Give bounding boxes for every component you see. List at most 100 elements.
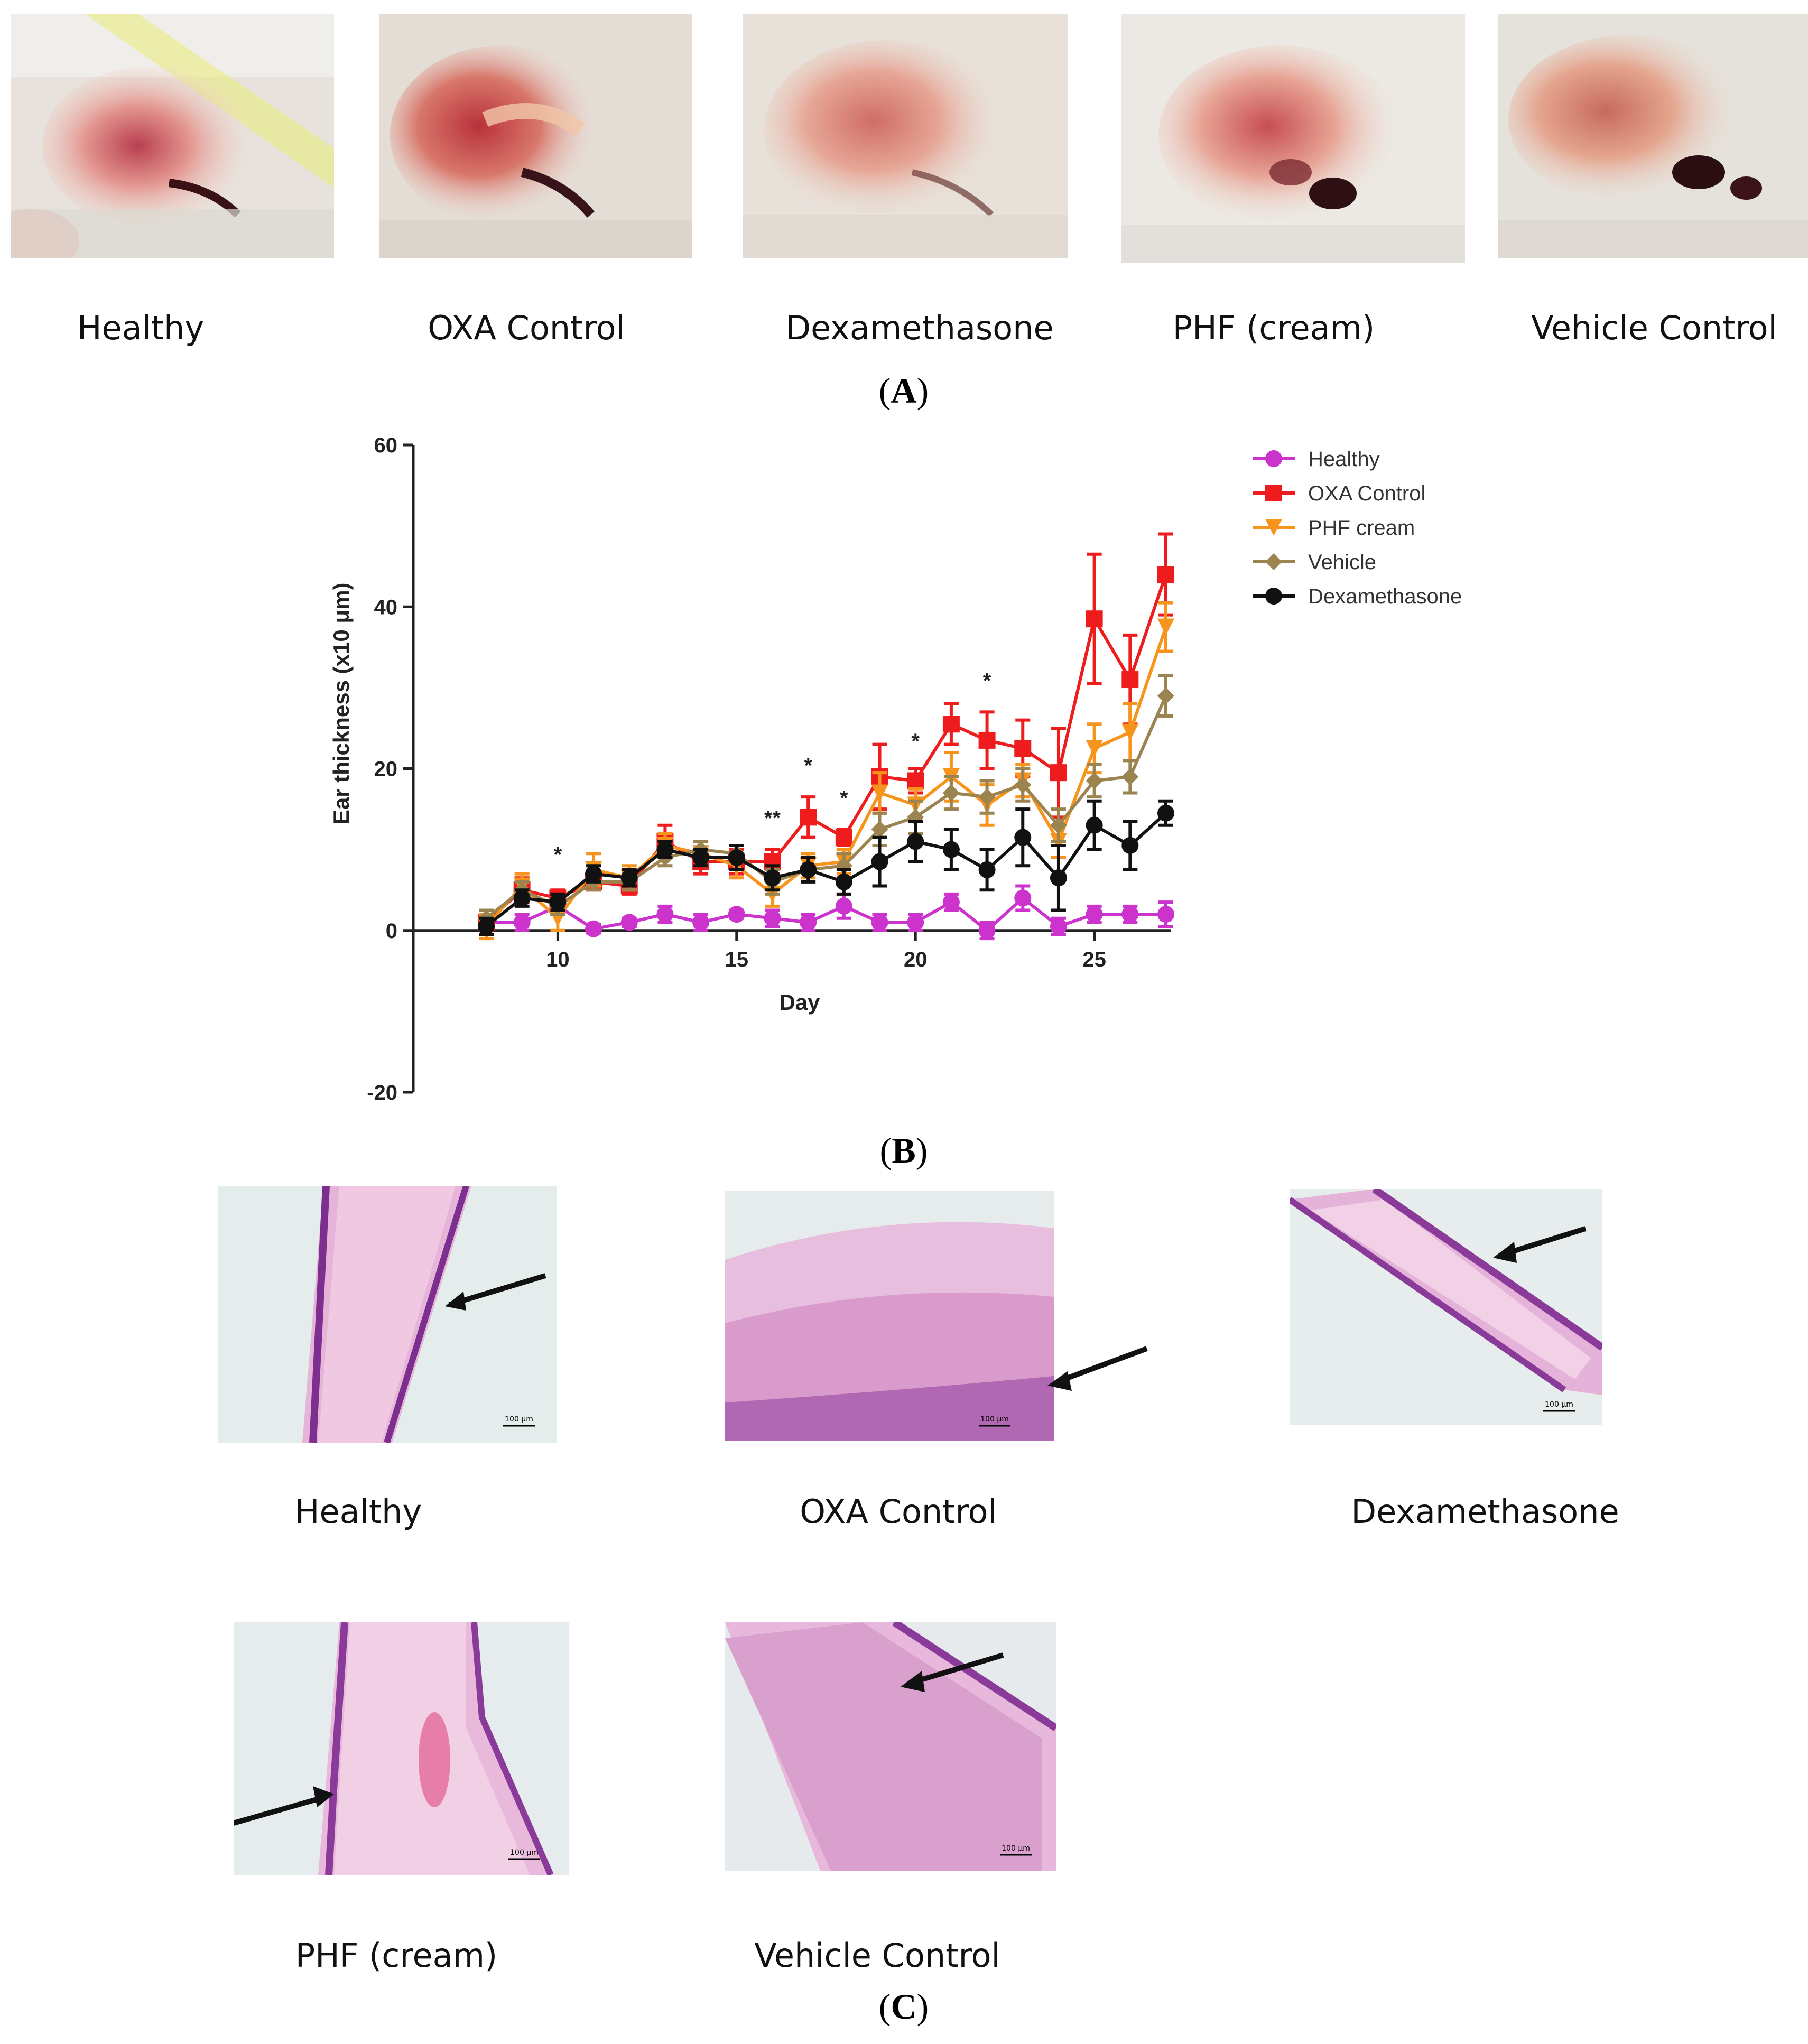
data-point <box>1121 671 1139 689</box>
series-healthy <box>478 884 1174 941</box>
data-point <box>1050 816 1067 834</box>
data-point <box>800 809 817 826</box>
ear-thickness-chart-svg: -20 0 20 40 60 10 15 20 25 Day Ear thickness (x10 … <box>329 434 1462 1104</box>
chart-series-layer <box>478 532 1174 941</box>
data-point <box>764 909 781 927</box>
histology-image-vehicle-control-image: 100 μm <box>725 1622 1056 1871</box>
data-point <box>513 889 531 907</box>
histology-image-phf-cream: 100 μm <box>234 1622 569 1875</box>
legend-swatch-marker <box>1265 450 1282 467</box>
data-point <box>1050 918 1067 935</box>
legend-label: PHF cream <box>1308 516 1415 540</box>
histology-image-dexamethasone: 100 μm <box>1290 1189 1602 1425</box>
legend-label: OXA Control <box>1308 482 1425 505</box>
panel-label-a-letter: A <box>891 370 917 411</box>
histology-caption-dexamethasone: Dexamethasone <box>1351 1492 1619 1531</box>
panel-label-a: (A) <box>878 370 929 411</box>
data-point <box>907 833 924 850</box>
data-point <box>978 861 996 878</box>
data-point <box>1086 816 1103 834</box>
data-point <box>1086 906 1103 923</box>
histology-image-phf-cream-image: 100 μm <box>234 1622 569 1875</box>
histology-image-oxa-control: 100 μm <box>725 1191 1054 1441</box>
x-axis-label: Day <box>779 990 820 1015</box>
histology-caption-oxa-control: OXA Control <box>800 1492 997 1531</box>
ear-photo-oxa-control-image <box>379 14 692 258</box>
x-tick-label: 15 <box>725 948 749 971</box>
data-point <box>800 914 817 931</box>
histology-caption-healthy: Healthy <box>294 1492 422 1531</box>
legend-label: Healthy <box>1308 448 1380 471</box>
data-point <box>1157 566 1174 583</box>
histology-scale-label-healthy: 100 μm <box>505 1415 533 1424</box>
data-point <box>728 906 745 923</box>
histology-image-healthy-image: 100 μm <box>218 1186 557 1443</box>
histology-image-vehicle-control: 100 μm <box>725 1622 1056 1871</box>
y-tick-label: 20 <box>374 758 398 781</box>
data-point <box>871 784 888 802</box>
data-point <box>1086 772 1103 789</box>
y-tick-label: -20 <box>367 1081 397 1104</box>
data-point <box>978 788 996 806</box>
ear-photo-oxa-control <box>379 14 692 258</box>
chart-annotations: ******* <box>554 669 991 866</box>
data-point <box>728 849 745 866</box>
legend-swatch-marker <box>1265 519 1282 536</box>
ear-photo-healthy <box>11 14 334 258</box>
panel-label-c: (C) <box>878 1986 929 2027</box>
data-point <box>871 821 888 838</box>
ear-photo-vehicle-control-image <box>1498 14 1808 258</box>
data-point <box>1050 869 1067 887</box>
histology-image-oxa-control-image: 100 μm <box>725 1191 1054 1441</box>
histology-image-healthy: 100 μm <box>218 1186 557 1443</box>
data-point <box>978 922 996 939</box>
significance-marker: * <box>554 843 562 867</box>
data-point <box>764 869 781 887</box>
data-point <box>1157 906 1174 923</box>
ear-photo-phf-cream-image <box>1121 14 1465 263</box>
data-point <box>1050 764 1067 782</box>
ear-caption-oxa-control: OXA Control <box>428 309 625 347</box>
data-point <box>942 784 960 802</box>
data-point <box>835 829 852 846</box>
x-tick-label: 10 <box>546 948 570 971</box>
legend-entry-dexamethasone: Dexamethasone <box>1253 585 1462 608</box>
y-axis-label: Ear thickness (x10 μm) <box>329 583 354 825</box>
histology-scale-label-vehicle-control: 100 μm <box>1002 1844 1030 1853</box>
data-point <box>585 865 602 882</box>
data-point <box>656 906 674 923</box>
data-point <box>1014 740 1032 757</box>
legend-entry-healthy: Healthy <box>1253 448 1380 471</box>
data-point <box>692 914 710 931</box>
panel-label-b: (B) <box>879 1130 928 1170</box>
histology-caption-vehicle-control: Vehicle Control <box>754 1936 1000 1975</box>
legend-label: Dexamethasone <box>1308 585 1462 608</box>
data-point <box>942 841 960 858</box>
data-point <box>907 914 924 931</box>
x-tick-label: 25 <box>1082 948 1106 971</box>
significance-marker: * <box>911 730 920 753</box>
data-point <box>1086 610 1103 628</box>
legend-swatch-marker <box>1265 553 1282 570</box>
histology-image-dexamethasone-image: 100 μm <box>1290 1189 1602 1425</box>
data-point <box>835 897 852 915</box>
panel-label-c-letter: C <box>891 1986 917 2027</box>
data-point <box>1086 740 1103 757</box>
series-vehicle <box>478 674 1174 928</box>
ear-photo-phf-cream <box>1121 14 1465 263</box>
panel-label-b-letter: B <box>892 1130 916 1170</box>
histology-arrow-oxa-control <box>1047 1346 1148 1391</box>
data-point <box>513 914 531 931</box>
data-point <box>656 841 674 858</box>
data-point <box>942 894 960 911</box>
data-point <box>692 849 710 866</box>
data-point <box>978 731 996 749</box>
chart-axes: -20 0 20 40 60 10 15 20 25 Day Ear thickness (x10 … <box>329 434 1171 1104</box>
significance-marker: * <box>804 754 812 777</box>
series-oxa-control <box>478 532 1174 932</box>
ear-photo-dexamethasone <box>743 14 1068 258</box>
significance-marker: ** <box>764 807 781 830</box>
legend-swatch-marker <box>1265 588 1282 605</box>
data-point <box>942 716 960 733</box>
data-point <box>1157 618 1174 636</box>
